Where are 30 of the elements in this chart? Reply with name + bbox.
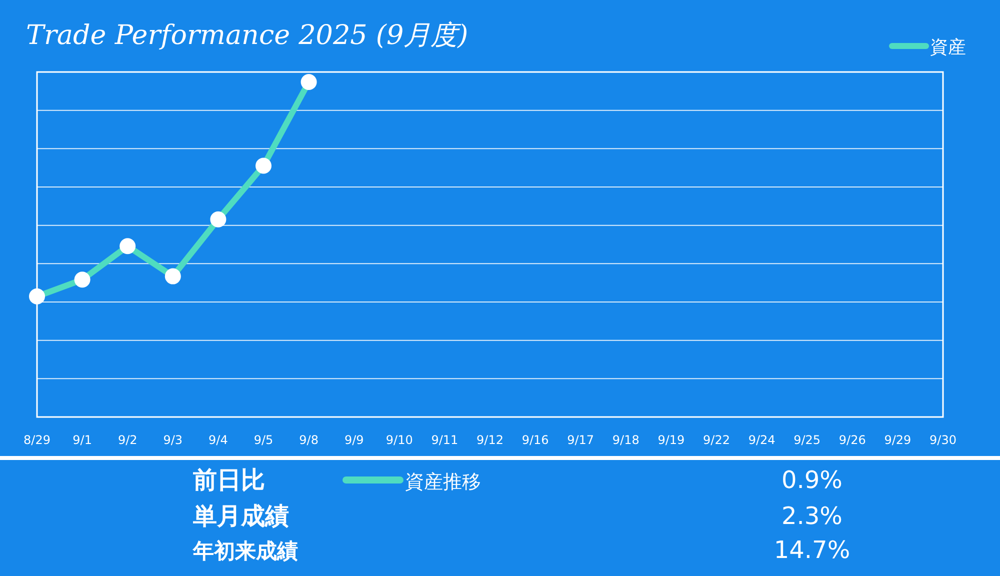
x-tick-label: 9/22 [703, 433, 730, 447]
x-tick-label: 8/29 [24, 433, 50, 447]
x-tick-label: 9/11 [431, 433, 458, 447]
text: 年初来成績 [192, 539, 298, 563]
x-tick-label: 9/2 [118, 433, 138, 447]
x-tick-label: 9/8 [299, 433, 318, 447]
x-tick-label: 9/3 [163, 433, 183, 447]
text: 0.9% [782, 466, 842, 494]
x-tick-label: 9/26 [838, 433, 866, 447]
x-tick-label: 9/12 [476, 433, 504, 447]
legend-label: 資産 [930, 37, 966, 58]
text: 資産推移 [405, 471, 481, 493]
text: 前日比 [192, 466, 265, 494]
x-tick-label: 9/9 [344, 433, 364, 447]
text: 単月成績 [192, 502, 289, 530]
text: 14.7% [774, 536, 850, 564]
text: 2.3% [782, 502, 842, 530]
x-tick-label: 9/19 [658, 433, 685, 447]
x-tick-label: 9/18 [612, 433, 640, 447]
chart-title: Trade Performance 2025 (9月度) [26, 20, 468, 51]
x-tick-label: 9/1 [72, 433, 92, 447]
x-tick-label: 9/5 [254, 433, 274, 447]
x-tick-label: 9/25 [794, 433, 821, 447]
x-tick-label: 9/16 [522, 433, 549, 447]
x-tick-label: 9/24 [748, 433, 776, 447]
x-tick-label: 9/30 [930, 433, 956, 447]
x-tick-label: 9/10 [386, 433, 413, 447]
x-tick-label: 9/4 [208, 433, 228, 447]
x-tick-label: 9/17 [567, 433, 594, 447]
x-tick-label: 9/29 [884, 433, 912, 447]
